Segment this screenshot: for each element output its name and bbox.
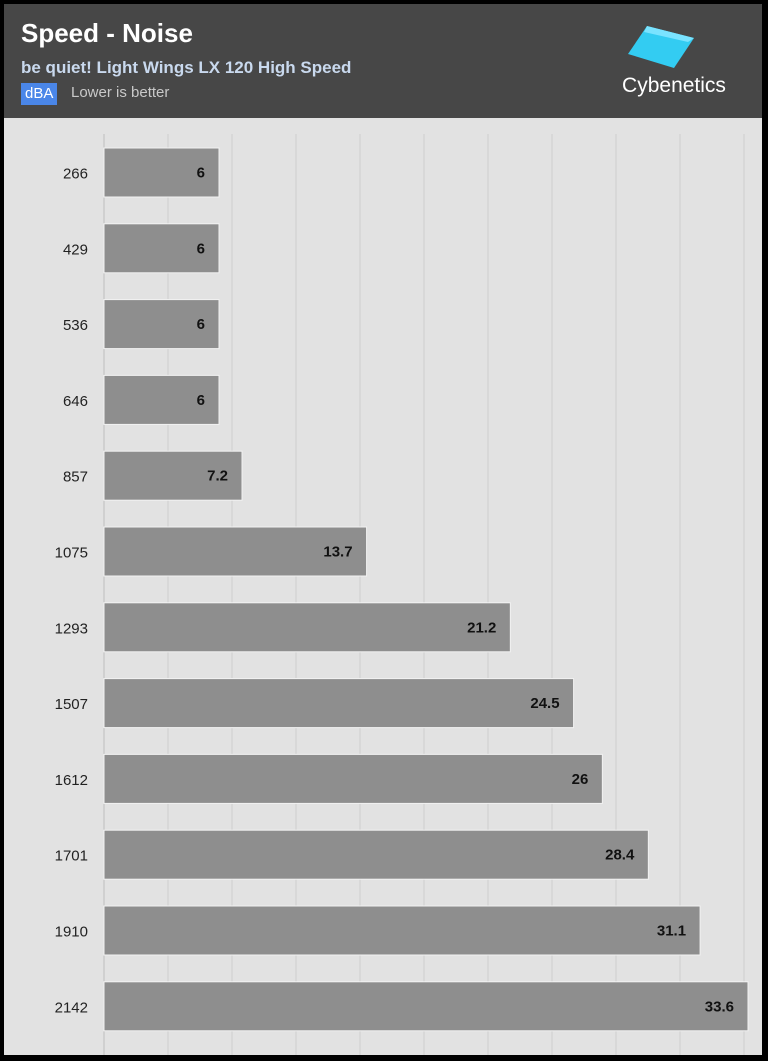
category-tick-label: 1612 bbox=[55, 772, 88, 789]
lower-is-better-note: Lower is better bbox=[71, 84, 170, 101]
chart-frame: Speed - Noise be quiet! Light Wings LX 1… bbox=[4, 4, 762, 1055]
bar-1910 bbox=[103, 905, 701, 956]
category-tick-label: 429 bbox=[63, 241, 88, 258]
bar-value-label: 6 bbox=[197, 316, 205, 333]
category-tick-label: 2142 bbox=[55, 999, 88, 1016]
grid-lines bbox=[103, 134, 745, 1055]
bars: 6 266 6 429 6 536 6 646 7.2 857 13.7 1075 21.2 1293 24… bbox=[55, 147, 749, 1032]
bar-429 bbox=[103, 223, 220, 274]
category-tick-label: 646 bbox=[63, 393, 88, 410]
bar-857 bbox=[103, 450, 243, 501]
bar-2142 bbox=[103, 981, 749, 1032]
bar-value-label: 33.6 bbox=[705, 998, 734, 1015]
bar-1612 bbox=[103, 753, 603, 804]
bar-value-label: 21.2 bbox=[467, 619, 496, 636]
bar-chart: 6 266 6 429 6 536 6 646 7.2 857 13.7 1075 21.2 1293 24… bbox=[55, 134, 749, 1055]
bar-1701 bbox=[103, 829, 649, 880]
unit-badge: dBA bbox=[21, 83, 58, 105]
bar-value-label: 28.4 bbox=[605, 847, 635, 864]
bar-1075 bbox=[103, 526, 368, 577]
bar-value-label: 7.2 bbox=[207, 468, 228, 485]
bar-value-label: 6 bbox=[197, 392, 205, 409]
bar-value-label: 6 bbox=[197, 165, 205, 182]
category-tick-label: 1910 bbox=[55, 924, 88, 941]
bar-value-label: 13.7 bbox=[323, 544, 352, 561]
bar-536 bbox=[103, 299, 220, 350]
chart-subtitle: be quiet! Light Wings LX 120 High Speed bbox=[21, 58, 352, 77]
bar-value-label: 6 bbox=[197, 240, 205, 257]
bar-value-label: 24.5 bbox=[530, 695, 559, 712]
logo-text: Cybenetics bbox=[622, 74, 726, 97]
cybenetics-logo: Cybenetics bbox=[614, 24, 734, 109]
bar-value-label: 26 bbox=[572, 771, 589, 788]
bar-646 bbox=[103, 374, 220, 425]
category-tick-label: 1701 bbox=[55, 848, 88, 865]
bar-266 bbox=[103, 147, 220, 198]
category-tick-label: 266 bbox=[63, 166, 88, 183]
category-tick-label: 857 bbox=[63, 469, 88, 486]
category-tick-label: 1075 bbox=[55, 545, 88, 562]
cyan-square-icon bbox=[628, 26, 694, 68]
category-tick-label: 1507 bbox=[55, 696, 88, 713]
chart-title: Speed - Noise bbox=[21, 18, 193, 48]
category-tick-label: 1293 bbox=[55, 620, 88, 637]
bar-1293 bbox=[103, 602, 511, 653]
chart-header: Speed - Noise be quiet! Light Wings LX 1… bbox=[4, 4, 762, 118]
bar-1507 bbox=[103, 678, 575, 729]
category-tick-label: 536 bbox=[63, 317, 88, 334]
bar-value-label: 31.1 bbox=[657, 923, 686, 940]
